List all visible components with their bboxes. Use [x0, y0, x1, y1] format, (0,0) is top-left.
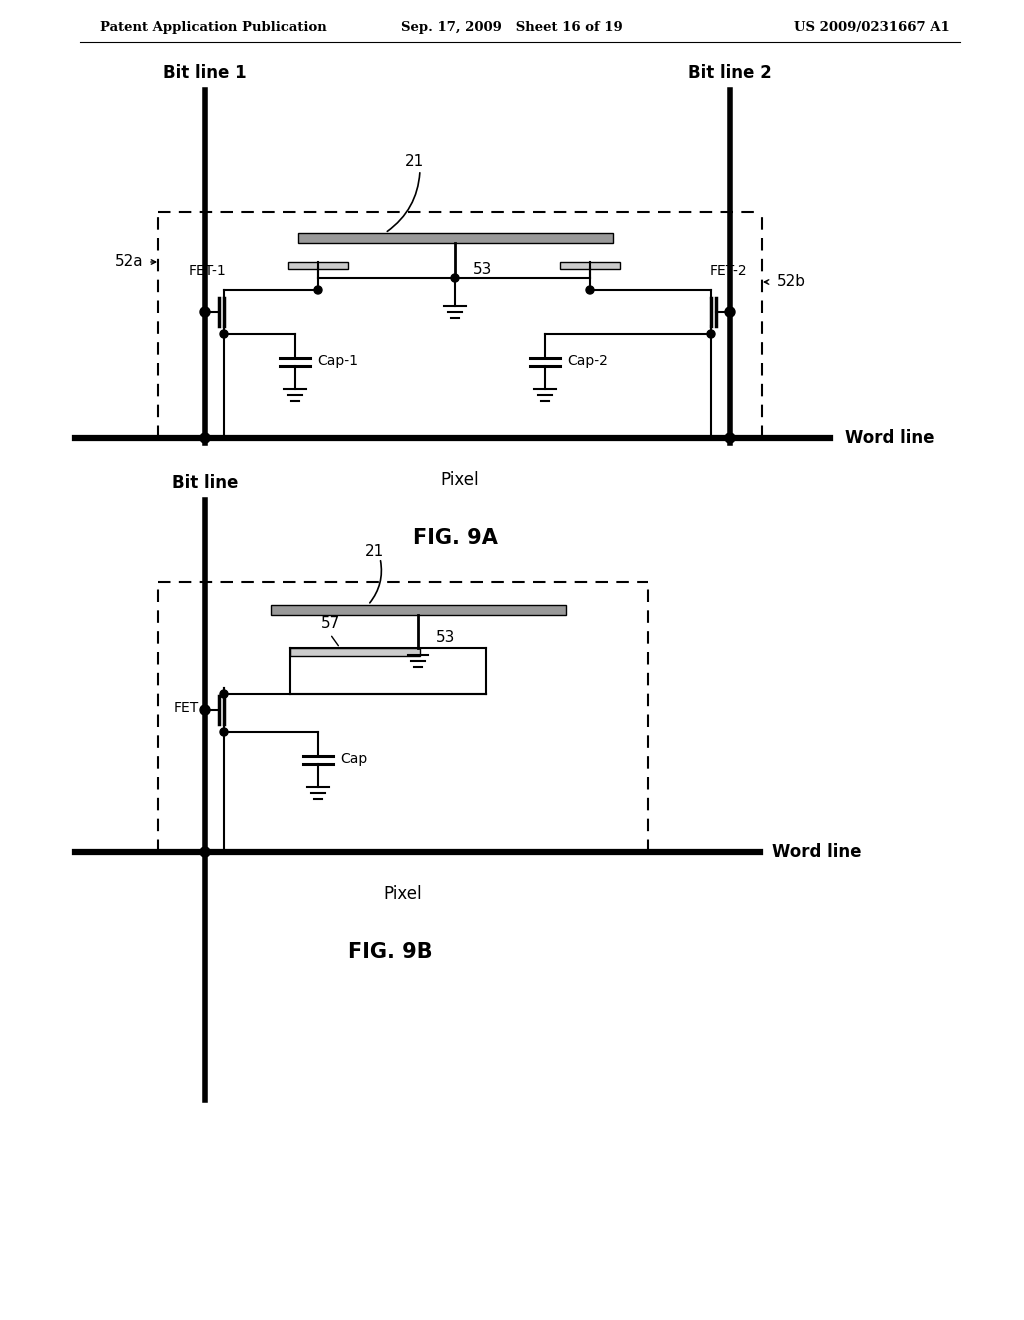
Text: FIG. 9A: FIG. 9A: [413, 528, 498, 548]
Bar: [270, 605, 565, 615]
Text: 57: 57: [321, 616, 340, 631]
Text: FET: FET: [174, 701, 199, 715]
Text: 53: 53: [473, 263, 493, 277]
Bar: [560, 261, 620, 268]
Text: Pixel: Pixel: [440, 471, 479, 488]
Text: 52a: 52a: [115, 255, 143, 269]
Text: Cap-1: Cap-1: [317, 355, 358, 368]
Text: FIG. 9B: FIG. 9B: [348, 942, 432, 962]
Circle shape: [707, 330, 715, 338]
Text: Patent Application Publication: Patent Application Publication: [100, 21, 327, 33]
Text: 52b: 52b: [777, 275, 806, 289]
Circle shape: [725, 308, 735, 317]
Text: Bit line: Bit line: [172, 474, 239, 492]
Circle shape: [200, 308, 210, 317]
Circle shape: [200, 847, 210, 857]
Circle shape: [220, 729, 228, 737]
Circle shape: [200, 705, 210, 715]
Text: Word line: Word line: [772, 843, 861, 861]
Circle shape: [200, 433, 210, 444]
Text: Pixel: Pixel: [384, 884, 422, 903]
Text: Bit line 2: Bit line 2: [688, 63, 772, 82]
Circle shape: [314, 286, 322, 294]
Bar: [288, 261, 348, 268]
Circle shape: [220, 690, 228, 698]
Bar: [290, 648, 420, 656]
Text: 21: 21: [366, 544, 385, 560]
Text: Sep. 17, 2009   Sheet 16 of 19: Sep. 17, 2009 Sheet 16 of 19: [401, 21, 623, 33]
Text: 53: 53: [436, 631, 456, 645]
Text: 21: 21: [406, 154, 425, 169]
Text: Cap: Cap: [340, 752, 368, 767]
Circle shape: [586, 286, 594, 294]
Circle shape: [725, 433, 735, 444]
Text: Word line: Word line: [845, 429, 935, 447]
Text: Cap-2: Cap-2: [567, 355, 608, 368]
Text: US 2009/0231667 A1: US 2009/0231667 A1: [795, 21, 950, 33]
Circle shape: [451, 275, 459, 282]
Bar: [298, 234, 612, 243]
Text: FET-2: FET-2: [710, 264, 746, 279]
Text: Bit line 1: Bit line 1: [163, 63, 247, 82]
Circle shape: [220, 330, 228, 338]
Text: FET-1: FET-1: [188, 264, 226, 279]
